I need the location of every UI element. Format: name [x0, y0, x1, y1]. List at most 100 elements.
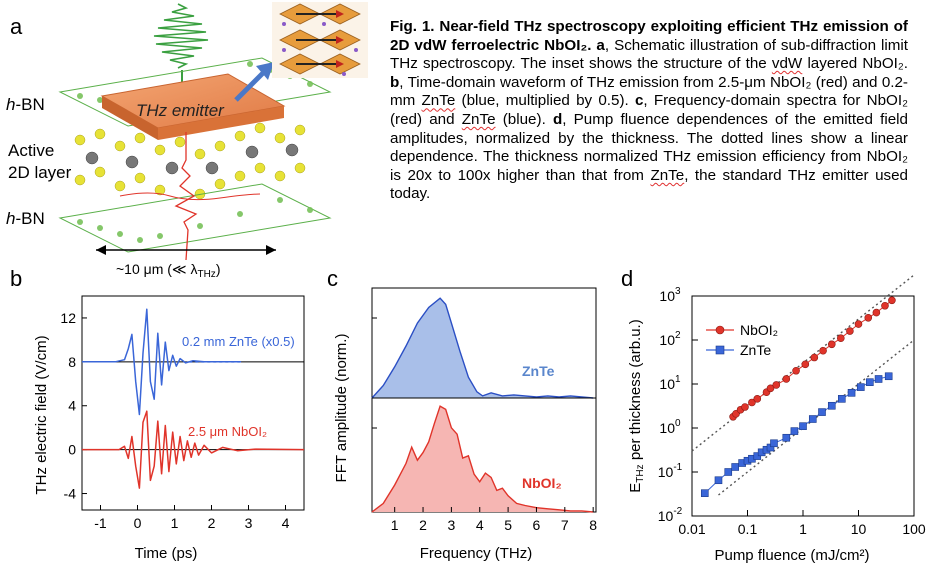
chart-b-ytick-label: 4 [68, 398, 76, 414]
active-label-1: Active [8, 141, 54, 160]
chart-d-point-nboi [741, 403, 749, 411]
chart-d-xlabel: Pump fluence (mJ/cm²) [714, 547, 869, 564]
chart-d-ytick-label: 10-1 [658, 462, 683, 480]
chart-d-point-znte [847, 389, 856, 397]
panel-label-c: c [327, 266, 338, 291]
thz-emitter-slab [100, 73, 286, 140]
chart-c-xtick-label: 4 [476, 517, 484, 533]
chart-c-series-nboi-label: NbOI₂ [522, 475, 562, 491]
chart-d-point-nboi [748, 398, 756, 407]
chart-b-xtick-label: -1 [94, 515, 107, 531]
chart-d-point-znte [866, 378, 874, 386]
caption-d-text: , Pump fluence dependences of the emitte… [390, 110, 908, 184]
chart-d-point-nboi [772, 381, 781, 389]
legend-label-znte: ZnTe [740, 342, 771, 358]
scale-arrow-right [266, 245, 276, 255]
chart-d-xtick-label: 0.01 [678, 521, 705, 537]
active-2d-layer [74, 122, 306, 200]
chart-c-xtick-label: 6 [533, 517, 541, 533]
chart-b-ytick-label: 12 [60, 310, 76, 326]
chart-d-point-znte [808, 415, 817, 423]
chart-d-point-nboi [846, 327, 854, 335]
chart-c-line-nboi [371, 405, 594, 513]
hbn-top-label: h-BN [6, 95, 45, 114]
chart-d-point-nboi [819, 346, 827, 355]
emitter-label: THz emitter [136, 101, 225, 120]
chart-d-point-nboi [810, 353, 819, 362]
caption-c-label: c [634, 92, 644, 110]
chart-d-point-znte [827, 401, 836, 410]
caption-a-text: , Schematic illustration of sub-diffract… [390, 36, 908, 73]
chart-d-frame [691, 295, 915, 517]
caption-b-label: b [390, 73, 400, 91]
chart-d-point-nboi [864, 313, 873, 322]
chart-c-xtick-label: 1 [391, 517, 399, 533]
chart-d-point-nboi [753, 395, 762, 403]
caption-c-text: , Frequency-domain spectra for NbOI₂ (re… [390, 92, 908, 128]
hbn-bottom-layer [58, 183, 332, 253]
chart-b-ytick-label: -4 [64, 486, 77, 502]
chart-d-ylabel: ETHz per thickness (arb.u.) [627, 319, 646, 492]
caption-b-text: , Time-domain waveform of THz emission f… [390, 73, 908, 110]
caption-b-text2: (blue, multiplied by 0.5). [461, 92, 629, 110]
chart-d-point-znte [856, 383, 865, 391]
chart-b-series-znte-label: 0.2 mm ZnTe (x0.5) [182, 334, 295, 349]
scale-label: ~10 μm (≪ λTHz) [116, 261, 220, 280]
chart-c-area-nboi [372, 406, 594, 512]
panel-label-d: d [621, 266, 634, 291]
chart-d-legend: NbOI₂ ZnTe [706, 322, 778, 358]
legend-marker-znte [715, 345, 725, 355]
chart-c-ylabel: FFT amplitude (norm.) [333, 334, 350, 483]
chart-c-xtick-label: 3 [447, 517, 455, 533]
nearfield-wave [119, 192, 261, 201]
chart-d-ytick-label: 103 [659, 286, 681, 304]
chart-d-point-nboi [888, 296, 896, 305]
chart-d-point-nboi [854, 320, 863, 328]
chart-d-point-znte [837, 395, 846, 403]
chart-b-xtick-label: 3 [245, 515, 253, 531]
chart-b-xtick-label: 4 [282, 515, 290, 531]
chart-b-series-znte [82, 308, 242, 416]
chart-d-point-nboi [782, 375, 791, 383]
caption-d-text2: , the standard THz emitter used today. [390, 166, 908, 203]
chart-d-point-znte [782, 433, 791, 442]
crystal-inset [272, 2, 368, 78]
chart-d-point-nboi [837, 334, 845, 342]
chart-c-xtick-label: 2 [419, 517, 427, 533]
chart-c-line-znte [371, 297, 594, 399]
chart-d-dotted-znte [718, 339, 915, 496]
chart-d-ytick-label: 102 [659, 330, 681, 348]
incoming-pulse [153, 3, 209, 69]
caption-a-label: a [596, 36, 605, 54]
chart-c-series-znte-label: ZnTe [522, 363, 555, 379]
chart-d-point-nboi [801, 360, 810, 369]
caption-c-znte: ZnTe [461, 110, 496, 128]
hbn-bottom-label: h-BN [6, 209, 45, 228]
chart-d-xtick-label: 10 [851, 521, 867, 537]
chart-d-point-znte [714, 476, 723, 485]
chart-b-xlabel: Time (ps) [135, 545, 198, 562]
chart-d-point-znte [884, 372, 893, 381]
chart-d-point-nboi [766, 384, 775, 393]
chart-b-xtick-label: 0 [134, 515, 142, 531]
legend-label-nboi: NbOI₂ [740, 322, 778, 338]
caption-d-znte: ZnTe [650, 166, 685, 184]
chart-d-point-nboi [872, 308, 881, 317]
active-label-2: 2D layer [8, 163, 72, 182]
panel-label-a: a [10, 14, 23, 39]
chart-c-xtick-label: 5 [504, 517, 512, 533]
chart-b-ylabel: THz electric field (V/cm) [33, 335, 50, 494]
chart-d-point-znte [818, 408, 826, 416]
chart-d-point-nboi [792, 366, 800, 375]
caption-b-znte: ZnTe [421, 92, 456, 110]
chart-b-series-nboi-label: 2.5 μm NbOI₂ [188, 424, 267, 439]
chart-d-xtick-label: 100 [902, 521, 926, 537]
chart-d-point-nboi [827, 340, 836, 349]
chart-d-xtick-label: 0.1 [738, 521, 758, 537]
chart-d-point-znte [700, 489, 709, 497]
chart-c-xtick-label: 8 [589, 517, 597, 533]
caption-title: Fig. 1. Near-field THz spectroscopy expl… [390, 18, 908, 54]
chart-c-area-znte [372, 298, 594, 398]
chart-b-frame [81, 295, 305, 511]
chart-d-point-znte [724, 468, 733, 476]
